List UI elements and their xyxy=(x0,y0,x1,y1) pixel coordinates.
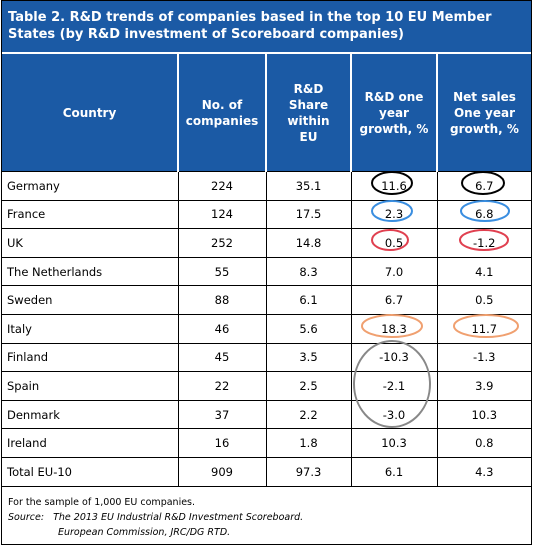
value-cell: 1.8 xyxy=(265,428,352,458)
value-cell: 6.7 xyxy=(350,285,438,315)
value-cell: 88 xyxy=(177,285,267,315)
header-cell: Net sales One year growth, % xyxy=(436,54,531,172)
table-row: Denmark 37 2.2 -3.0 10.3 xyxy=(2,399,531,430)
country-cell: Sweden xyxy=(2,285,179,315)
value-cell: 3.5 xyxy=(265,342,352,373)
table-body: Germany 224 35.1 11.6 6.7 France 124 17.5 2.3 6.8… xyxy=(2,171,531,487)
value-cell: 35.1 xyxy=(265,171,352,201)
country-cell: France xyxy=(2,199,179,230)
header-line: Net sales xyxy=(453,89,516,104)
value-cell: 124 xyxy=(177,199,267,230)
value-cell: 4.3 xyxy=(436,456,531,487)
value-cell: -1.2 xyxy=(436,228,531,258)
header-line: R&D one xyxy=(364,89,424,104)
country-cell: UK xyxy=(2,228,179,258)
value-cell: 16 xyxy=(177,428,267,458)
value-cell: 6.7 xyxy=(436,171,531,201)
value-cell: 2.2 xyxy=(265,399,352,430)
header-line: EU xyxy=(299,129,318,144)
table-row: France 124 17.5 2.3 6.8 xyxy=(2,199,531,230)
value-cell: 6.1 xyxy=(265,285,352,315)
header-line: One year xyxy=(453,105,516,120)
value-cell: 0.5 xyxy=(436,285,531,315)
country-cell: Germany xyxy=(2,171,179,201)
header-line: No. of xyxy=(201,97,243,112)
value-cell: 97.3 xyxy=(265,456,352,487)
value-cell: 0.5 xyxy=(350,228,438,258)
value-cell: 2.3 xyxy=(350,199,438,230)
header-line: growth, % xyxy=(359,121,429,136)
header-cell: R&D one year growth, % xyxy=(350,54,437,172)
table-row: Finland 45 3.5 -10.3 -1.3 xyxy=(2,342,531,373)
header-line: year xyxy=(379,105,409,120)
value-cell: 5.6 xyxy=(265,313,352,344)
header-cell: Country xyxy=(2,54,178,172)
value-cell: 224 xyxy=(177,171,267,201)
table-frame: Table 2. R&D trends of companies based i… xyxy=(1,0,532,545)
table-row: Spain 22 2.5 -2.1 3.9 xyxy=(2,371,531,401)
value-cell: -10.3 xyxy=(350,342,438,373)
table-title: Table 2. R&D trends of companies based i… xyxy=(2,1,531,54)
country-cell: Denmark xyxy=(2,399,179,430)
value-cell: 8.3 xyxy=(265,256,352,287)
header-cell: No. of companies xyxy=(177,54,266,172)
value-cell: 14.8 xyxy=(265,228,352,258)
source: Source: The 2013 EU Industrial R&D Inves… xyxy=(8,510,525,525)
table-row: Sweden 88 6.1 6.7 0.5 xyxy=(2,285,531,315)
value-cell: 7.0 xyxy=(350,256,438,287)
value-cell: 22 xyxy=(177,371,267,401)
header-row: Country No. of companies R&D Share within EU R&… xyxy=(2,54,531,172)
header-line: Share xyxy=(288,97,329,112)
value-cell: 37 xyxy=(177,399,267,430)
value-cell: -3.0 xyxy=(350,399,438,430)
value-cell: 909 xyxy=(177,456,267,487)
source-label: Source: xyxy=(8,511,45,523)
value-cell: 11.7 xyxy=(436,313,531,344)
country-cell: Ireland xyxy=(2,428,179,458)
value-cell: 11.6 xyxy=(350,171,438,201)
table-row: Germany 224 35.1 11.6 6.7 xyxy=(2,171,531,201)
value-cell: 2.5 xyxy=(265,371,352,401)
table-row: Italy 46 5.6 18.3 11.7 xyxy=(2,313,531,344)
source-line: European Commission, JRC/DG RTD. xyxy=(58,526,231,538)
header-line: Country xyxy=(62,105,117,120)
value-cell: 3.9 xyxy=(436,371,531,401)
value-cell: 46 xyxy=(177,313,267,344)
value-cell: 4.1 xyxy=(436,256,531,287)
country-cell: The Netherlands xyxy=(2,256,179,287)
header-cell: R&D Share within EU xyxy=(265,54,351,172)
value-cell: -1.3 xyxy=(436,342,531,373)
value-cell: 252 xyxy=(177,228,267,258)
value-cell: 6.8 xyxy=(436,199,531,230)
value-cell: 17.5 xyxy=(265,199,352,230)
table-row: The Netherlands 55 8.3 7.0 4.1 xyxy=(2,256,531,287)
source-line: The 2013 EU Industrial R&D Investment Sc… xyxy=(53,511,304,523)
country-cell: Italy xyxy=(2,313,179,344)
header-line: companies xyxy=(185,113,259,128)
value-cell: 0.8 xyxy=(436,428,531,458)
value-cell: -2.1 xyxy=(350,371,438,401)
data-table: Country No. of companies R&D Share within EU R&… xyxy=(2,54,531,487)
value-cell: 10.3 xyxy=(350,428,438,458)
country-cell: Spain xyxy=(2,371,179,401)
value-cell: 10.3 xyxy=(436,399,531,430)
table-row: UK 252 14.8 0.5 -1.2 xyxy=(2,228,531,258)
table-row: Total EU-10 909 97.3 6.1 4.3 xyxy=(2,456,531,487)
country-cell: Finland xyxy=(2,342,179,373)
value-cell: 55 xyxy=(177,256,267,287)
header-line: within xyxy=(287,113,330,128)
footnotes: For the sample of 1,000 EU companies. So… xyxy=(2,487,531,548)
value-cell: 6.1 xyxy=(350,456,438,487)
value-cell: 18.3 xyxy=(350,313,438,344)
table-row: Ireland 16 1.8 10.3 0.8 xyxy=(2,428,531,458)
header-line: R&D xyxy=(293,81,324,96)
value-cell: 45 xyxy=(177,342,267,373)
header-line: growth, % xyxy=(450,121,519,136)
footnote: For the sample of 1,000 EU companies. xyxy=(8,496,196,508)
country-cell: Total EU-10 xyxy=(2,456,179,487)
